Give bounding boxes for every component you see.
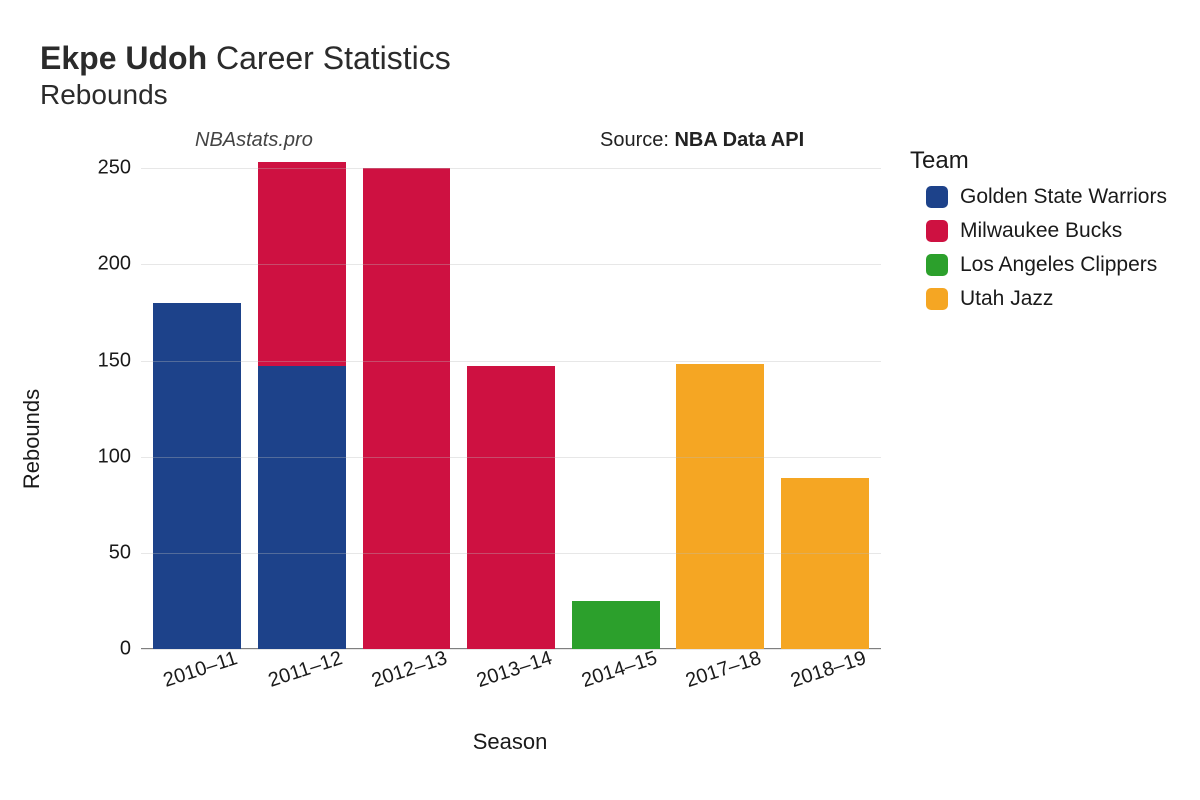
page-root: Ekpe Udoh Career Statistics Rebounds NBA… [0, 0, 1200, 800]
x-tick-label: 2014–15 [579, 647, 660, 693]
gridline [141, 168, 881, 169]
legend: Team Golden State Warriors Milwaukee Buck… [910, 147, 1167, 321]
bar-segment [258, 366, 346, 649]
legend-label: Utah Jazz [960, 287, 1053, 311]
bar-stack [467, 149, 555, 649]
bar-stack [676, 149, 764, 649]
bar-segment [153, 303, 241, 649]
x-tick-label: 2012–13 [369, 647, 450, 693]
legend-title: Team [910, 147, 1167, 175]
chart-area: NBAstats.pro Source: NBA Data API Reboun… [80, 129, 1180, 749]
bar-stack [363, 149, 451, 649]
bar-stack [572, 149, 660, 649]
bar-segment [572, 601, 660, 649]
x-tick-label: 2013–14 [474, 647, 555, 693]
bar-slot: 2018–19 [772, 149, 877, 649]
bar-stack [781, 149, 869, 649]
legend-swatch [926, 254, 948, 276]
bar-slot: 2014–15 [563, 149, 668, 649]
x-axis-label: Season [473, 729, 548, 755]
x-tick-label: 2017–18 [683, 647, 764, 693]
legend-items: Golden State Warriors Milwaukee Bucks Los … [910, 185, 1167, 311]
title-suffix: Career Statistics [216, 40, 451, 76]
bar-segment [781, 478, 869, 649]
legend-label: Golden State Warriors [960, 185, 1167, 209]
bar-stack [153, 149, 241, 649]
gridline [141, 553, 881, 554]
bar-slot: 2010–11 [145, 149, 250, 649]
legend-item: Utah Jazz [926, 287, 1167, 311]
player-name: Ekpe Udoh [40, 40, 207, 76]
x-tick-label: 2018–19 [788, 647, 869, 693]
y-tick-label: 150 [98, 349, 141, 372]
bar-segment [676, 364, 764, 649]
legend-item: Milwaukee Bucks [926, 219, 1167, 243]
legend-swatch [926, 288, 948, 310]
bar-segment [467, 366, 555, 649]
gridline [141, 649, 881, 650]
y-axis-label: Rebounds [19, 389, 45, 489]
y-tick-label: 0 [120, 638, 141, 661]
bar-segment [363, 168, 451, 649]
y-tick-label: 50 [109, 541, 141, 564]
bar-slot: 2013–14 [459, 149, 564, 649]
bar-slot: 2017–18 [668, 149, 773, 649]
x-tick-label: 2010–11 [161, 647, 241, 692]
legend-label: Los Angeles Clippers [960, 253, 1157, 277]
legend-swatch [926, 186, 948, 208]
y-tick-label: 250 [98, 157, 141, 180]
bar-stack [258, 149, 346, 649]
y-tick-label: 200 [98, 253, 141, 276]
gridline [141, 361, 881, 362]
gridline [141, 457, 881, 458]
source-prefix: Source: [600, 129, 674, 151]
source-name: NBA Data API [674, 129, 804, 151]
y-tick-label: 100 [98, 445, 141, 468]
bar-slot: 2011–12 [250, 149, 355, 649]
chart-title-line1: Ekpe Udoh Career Statistics [40, 40, 1170, 77]
plot-region: 2010–112011–122012–132013–142014–152017–… [140, 149, 881, 649]
legend-item: Golden State Warriors [926, 185, 1167, 209]
chart-title-line2: Rebounds [40, 79, 1170, 111]
x-tick-label: 2011–12 [266, 647, 346, 692]
legend-label: Milwaukee Bucks [960, 219, 1122, 243]
legend-swatch [926, 220, 948, 242]
bar-slot: 2012–13 [354, 149, 459, 649]
legend-item: Los Angeles Clippers [926, 253, 1167, 277]
gridline [141, 264, 881, 265]
bars-container: 2010–112011–122012–132013–142014–152017–… [141, 149, 881, 649]
